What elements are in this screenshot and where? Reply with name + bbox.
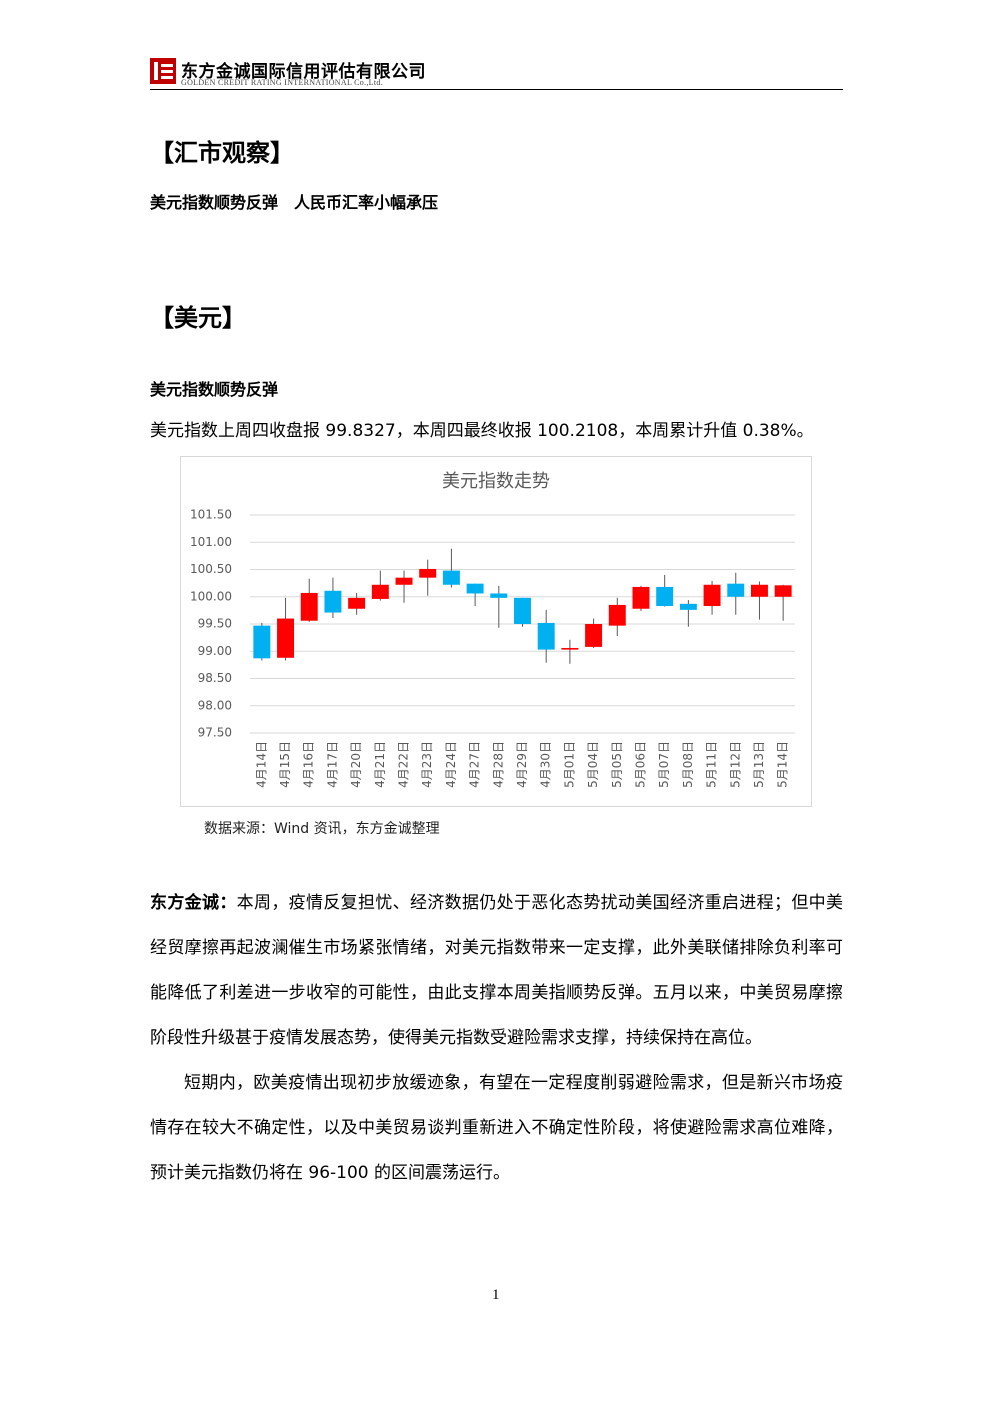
line-text: 阶段性升级甚于疫情发展态势，使得美元指数受避险需求支撑，持续保持在高位。 xyxy=(150,1028,762,1048)
logo xyxy=(150,58,176,84)
candle-body xyxy=(727,583,745,597)
y-tick-label: 101.50 xyxy=(190,508,232,522)
candle-body xyxy=(750,584,768,597)
x-tick-label: 5月06日 xyxy=(633,741,647,788)
y-tick-label: 99.50 xyxy=(198,617,232,631)
line-text: 经贸摩擦再起波澜催生市场紧张情绪，对美元指数带来一定支撑，此外美联储排除负利率可 xyxy=(150,938,843,958)
summary: 美元指数上周四收盘报 99.8327，本周四最终收报 100.2108，本周累计… xyxy=(150,421,814,441)
candle-body xyxy=(537,622,555,650)
line-text: 预计美元指数仍将在 96-100 的区间震荡运行。 xyxy=(150,1163,511,1183)
subheadline: 美元指数顺势反弹 xyxy=(150,380,279,399)
x-tick-label: 4月24日 xyxy=(444,741,458,788)
y-tick-label: 100.50 xyxy=(190,562,232,576)
candle-body xyxy=(466,583,484,594)
company-name-en: GOLDEN CREDIT RATING INTERNATIONAL Co.,L… xyxy=(181,78,383,87)
line-text: 能降低了利差进一步收窄的可能性，由此支撑本周美指顺势反弹。五月以来，中美贸易摩擦 xyxy=(150,983,843,1003)
x-tick-label: 4月20日 xyxy=(349,741,363,788)
candle-body xyxy=(348,597,366,609)
x-tick-label: 4月14日 xyxy=(254,741,268,788)
x-tick-label: 4月15日 xyxy=(278,741,292,788)
page-number: 1 xyxy=(492,1287,500,1303)
candle-body xyxy=(514,597,531,624)
candle-body xyxy=(774,585,792,597)
header-rule xyxy=(150,89,843,90)
headline: 美元指数顺势反弹 人民币汇率小幅承压 xyxy=(150,193,439,212)
x-tick-label: 5月11日 xyxy=(705,741,719,788)
candle-body xyxy=(419,568,437,578)
chart: 美元指数走势 97.50 98.00 98.50 99.00 99.50 100.00 10… xyxy=(180,456,812,807)
candle-body xyxy=(442,570,460,585)
y-tick-label: 99.00 xyxy=(198,644,232,658)
source-note: 数据来源：Wind 资讯，东方金诚整理 xyxy=(204,821,440,837)
candle-body xyxy=(324,590,342,613)
lead: 东方金诚： xyxy=(150,893,237,913)
candle-body xyxy=(632,586,650,609)
text-line: 东方金诚：本周，疫情反复担忧、经济数据仍处于恶化态势扰动美国经济重启进程；但中美 xyxy=(150,888,843,913)
x-tick-label: 5月14日 xyxy=(776,741,790,788)
x-tick-label: 4月23日 xyxy=(420,741,434,788)
text-line: 阶段性升级甚于疫情发展态势，使得美元指数受避险需求支撑，持续保持在高位。 xyxy=(150,1023,843,1048)
x-tick-label: 5月13日 xyxy=(752,741,766,788)
text-line: 能降低了利差进一步收窄的可能性，由此支撑本周美指顺势反弹。五月以来，中美贸易摩擦 xyxy=(150,978,843,1003)
y-tick-label: 98.50 xyxy=(198,671,232,685)
y-tick-label: 98.00 xyxy=(198,698,232,712)
x-tick-label: 5月01日 xyxy=(562,741,576,788)
candle-body xyxy=(253,625,271,659)
line-text: 情存在较大不确定性，以及中美贸易谈判重新进入不确定性阶段，将使避险需求高位难降， xyxy=(150,1118,843,1138)
candle-body xyxy=(656,586,674,607)
text-line: 短期内，欧美疫情出现初步放缓迹象，有望在一定程度削弱避险需求，但是新兴市场疫 xyxy=(150,1068,843,1093)
line-text: 短期内，欧美疫情出现初步放缓迹象，有望在一定程度削弱避险需求，但是新兴市场疫 xyxy=(184,1073,843,1093)
text-line: 预计美元指数仍将在 96-100 的区间震荡运行。 xyxy=(150,1158,843,1183)
x-tick-label: 4月28日 xyxy=(491,741,505,788)
candle-body xyxy=(395,577,413,585)
line-text: 本周，疫情反复担忧、经济数据仍处于恶化态势扰动美国经济重启进程；但中美 xyxy=(236,893,844,913)
candle-body xyxy=(608,604,626,626)
candle-body xyxy=(300,592,318,621)
candle-body xyxy=(679,603,697,610)
candle-body xyxy=(371,584,389,599)
chart-title: 美元指数走势 xyxy=(442,471,550,492)
text-line: 经贸摩擦再起波澜催生市场紧张情绪，对美元指数带来一定支撑，此外美联储排除负利率可 xyxy=(150,933,843,958)
x-tick-label: 4月30日 xyxy=(539,741,553,788)
x-tick-label: 5月08日 xyxy=(681,741,695,788)
x-tick-label: 5月12日 xyxy=(728,741,742,788)
text-line: 情存在较大不确定性，以及中美贸易谈判重新进入不确定性阶段，将使避险需求高位难降， xyxy=(150,1113,843,1138)
x-tick-label: 4月22日 xyxy=(397,741,411,788)
section-title: 【美元】 xyxy=(150,304,246,332)
x-tick-label: 4月21日 xyxy=(373,741,387,788)
candle-body xyxy=(277,618,295,658)
x-tick-label: 4月17日 xyxy=(325,741,339,788)
candle-body xyxy=(703,584,721,607)
x-tick-label: 5月04日 xyxy=(586,741,600,788)
x-tick-label: 5月07日 xyxy=(657,741,671,788)
y-tick-label: 97.50 xyxy=(198,726,232,740)
candle-body xyxy=(490,593,508,598)
section-title: 【汇市观察】 xyxy=(150,139,294,167)
y-tick-label: 101.00 xyxy=(190,535,232,549)
y-tick-label: 100.00 xyxy=(190,589,232,603)
x-tick-label: 5月05日 xyxy=(610,741,624,788)
x-tick-label: 4月16日 xyxy=(302,741,316,788)
x-tick-label: 4月27日 xyxy=(468,741,482,788)
candle-body xyxy=(585,624,603,647)
x-tick-label: 4月29日 xyxy=(515,741,529,788)
company-name: 东方金诚国际信用评估有限公司 xyxy=(181,62,426,82)
candle-body xyxy=(561,647,579,650)
